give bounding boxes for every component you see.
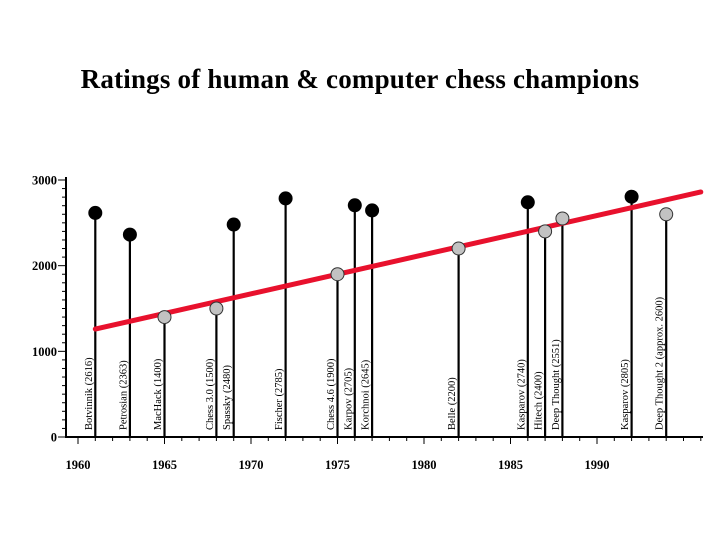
x-tick-label: 1970	[239, 458, 264, 472]
point-dot-hitech-computer	[538, 224, 553, 239]
chart-title: Ratings of human & computer chess champi…	[80, 64, 640, 94]
point-label-machack: MacHack (1400)	[153, 358, 164, 430]
point-dot-fischer-human	[278, 191, 293, 206]
point-label-chess-3-0: Chess 3.0 (1500)	[205, 358, 216, 430]
point-dot-deep-thought-2-computer	[659, 207, 674, 222]
point-dot-spassky-human	[226, 217, 241, 232]
point-label-spassky: Spassky (2480)	[222, 364, 233, 430]
y-tick-label: 2000	[32, 259, 57, 273]
point-label-chess-4-6: Chess 4.6 (1900)	[326, 358, 337, 430]
point-label-petrosian: Petrosian (2363)	[118, 360, 129, 430]
x-tick-label: 1980	[412, 458, 437, 472]
point-label-deep-thought-2: Deep Thought 2 (approx. 2600)	[655, 296, 666, 430]
x-tick-label: 1990	[585, 458, 610, 472]
x-tick-label: 1965	[152, 458, 177, 472]
point-label-deep-thought: Deep Thought (2551)	[551, 339, 562, 430]
point-dot-kasparov-human	[520, 195, 535, 210]
point-dot-korchnoi-human	[365, 203, 380, 218]
point-dot-machack-computer	[157, 310, 172, 325]
point-label-fischer: Fischer (2785)	[274, 368, 285, 430]
point-dot-chess-3-0-computer	[209, 301, 224, 316]
point-dot-belle-computer	[451, 241, 466, 256]
point-label-kasparov-2: Kasparov (2805)	[620, 359, 631, 430]
point-dot-deep-thought-computer	[555, 211, 570, 226]
y-tick-label: 0	[51, 431, 57, 445]
point-label-botvinnik: Botvinnik (2616)	[84, 357, 95, 430]
point-dot-botvinnik-human	[88, 205, 103, 220]
y-tick-label: 3000	[32, 174, 57, 188]
point-dot-chess-4-6-computer	[330, 267, 345, 282]
point-label-hitech: Hitech (2400)	[534, 371, 545, 430]
y-tick-label: 1000	[32, 345, 57, 359]
point-label-karpov: Karpov (2705)	[343, 367, 354, 430]
x-tick-label: 1975	[325, 458, 350, 472]
trend-line	[92, 189, 704, 332]
x-tick-label: 1985	[498, 458, 523, 472]
point-label-belle: Belle (2200)	[447, 377, 458, 430]
point-dot-karpov-human	[347, 198, 362, 213]
x-tick-label: 1960	[66, 458, 91, 472]
point-label-korchnoi: Korchnoi (2645)	[361, 359, 372, 430]
point-dot-kasparov-2-human	[624, 189, 639, 204]
point-dot-petrosian-human	[122, 227, 137, 242]
point-label-kasparov: Kasparov (2740)	[516, 359, 527, 430]
